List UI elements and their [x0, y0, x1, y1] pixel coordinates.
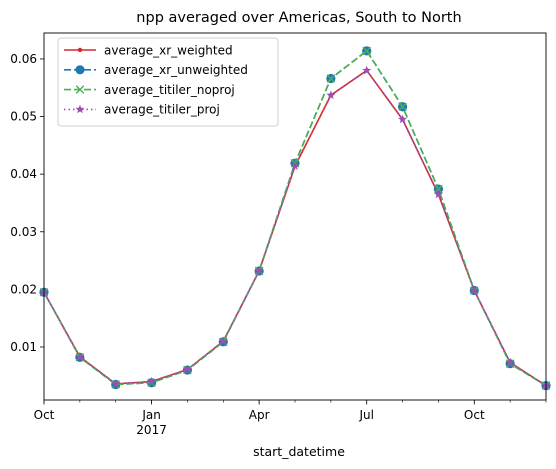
series-average_titiler_proj	[39, 65, 551, 390]
data-point	[254, 266, 264, 275]
legend-label: average_titiler_proj	[104, 103, 220, 117]
data-point	[182, 364, 192, 374]
data-point	[326, 90, 336, 100]
data-point	[469, 285, 479, 295]
x-tick-label: Apr	[249, 408, 270, 422]
data-point	[434, 184, 443, 194]
x-tick-label: Oct	[34, 408, 55, 422]
data-point	[433, 189, 443, 199]
data-point	[290, 161, 300, 170]
legend-label: average_xr_unweighted	[104, 63, 248, 77]
legend-label: average_xr_weighted	[104, 43, 233, 57]
data-point	[398, 102, 407, 112]
data-point	[75, 85, 85, 94]
y-tick-label: 0.05	[10, 110, 37, 124]
legend-label: average_titiler_noproj	[104, 83, 235, 97]
data-point	[75, 351, 85, 361]
data-point	[75, 65, 85, 75]
x-tick-label: Jul	[358, 408, 373, 422]
axes-frame	[43, 32, 547, 401]
y-tick-label: 0.02	[10, 282, 37, 296]
y-tick-label: 0.04	[10, 167, 37, 181]
data-point	[326, 74, 336, 83]
legend-box	[57, 37, 279, 127]
x-tick-sublabel: 2017	[136, 423, 167, 437]
y-tick-label: 0.06	[10, 52, 37, 66]
x-axis-label: start_datetime	[253, 444, 345, 459]
data-point	[111, 379, 121, 388]
data-point	[362, 65, 372, 75]
data-point	[505, 357, 515, 367]
y-tick-label: 0.01	[10, 340, 37, 354]
data-point	[398, 114, 408, 124]
data-point	[362, 46, 372, 56]
y-tick-label: 0.03	[10, 225, 37, 239]
legend: average_xr_weighted average_xr_unweighted…	[57, 37, 279, 127]
x-tick-label: Jan	[141, 408, 161, 422]
data-point	[75, 104, 85, 114]
chart-title: npp averaged over Americas, South to Nor…	[136, 10, 461, 26]
data-point	[147, 376, 157, 386]
data-point	[77, 47, 83, 53]
x-tick-label: Oct	[464, 408, 485, 422]
data-point	[218, 336, 228, 346]
